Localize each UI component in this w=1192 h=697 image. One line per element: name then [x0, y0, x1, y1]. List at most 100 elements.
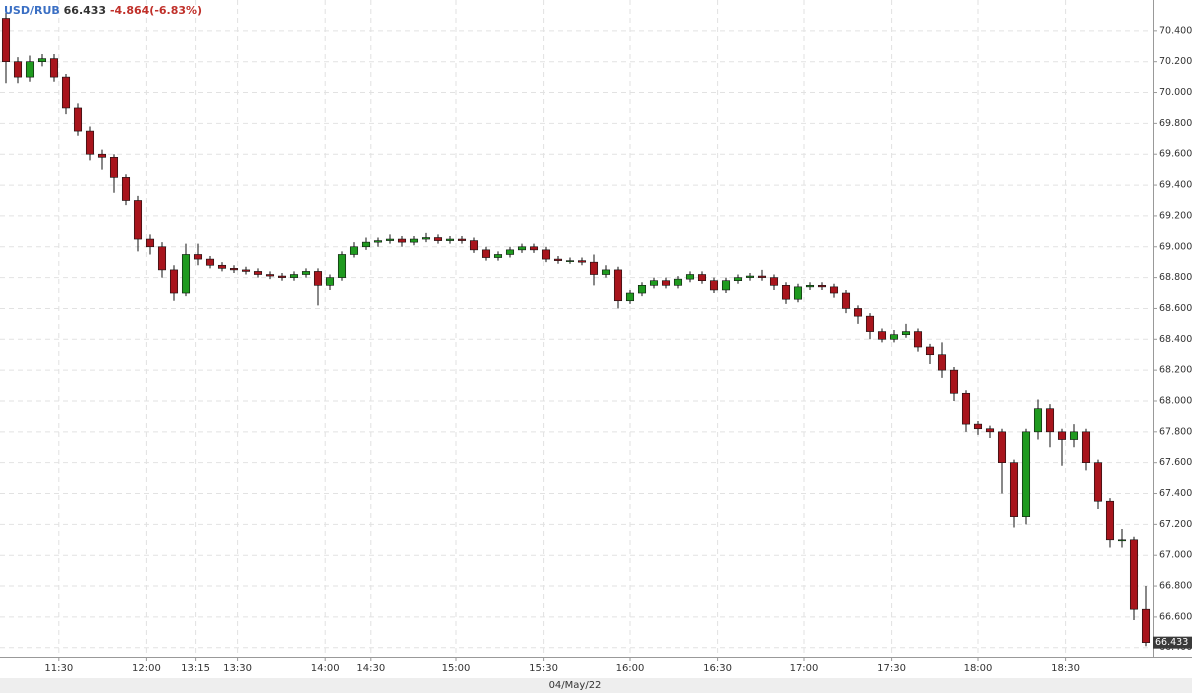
- candle-body: [217, 264, 227, 269]
- symbol: USD/RUB: [4, 4, 60, 17]
- candle-body: [469, 240, 479, 251]
- candle-body: [805, 285, 815, 288]
- candle-body: [709, 280, 719, 291]
- y-tick-label: 66.800: [1159, 581, 1192, 592]
- candle-body: [169, 269, 179, 294]
- candle-body: [1033, 408, 1043, 433]
- candle-body: [829, 286, 839, 294]
- last-price-box: [1153, 636, 1192, 649]
- candle-body: [361, 241, 371, 248]
- y-tick-label: 70.400: [1159, 25, 1192, 36]
- candle-body: [1081, 431, 1091, 463]
- y-tick-label: 67.600: [1159, 457, 1192, 468]
- candle-body: [301, 271, 311, 275]
- candle-body: [73, 107, 83, 132]
- x-tick-label: 14:00: [311, 663, 340, 674]
- candle-body: [793, 286, 803, 300]
- candle-body: [925, 346, 935, 356]
- candle-body: [769, 277, 779, 286]
- y-tick-label: 68.200: [1159, 365, 1192, 376]
- candle-body: [817, 285, 827, 288]
- last-price: 66.433: [64, 4, 106, 17]
- candle-body: [385, 238, 395, 241]
- candle-body: [265, 274, 275, 277]
- candle-body: [1129, 539, 1139, 610]
- candle-body: [889, 334, 899, 340]
- candle-body: [421, 237, 431, 240]
- candle-body: [397, 238, 407, 243]
- candle-body: [757, 275, 767, 278]
- candle-body: [109, 157, 119, 178]
- candle-body: [289, 274, 299, 278]
- y-tick-label: 67.800: [1159, 426, 1192, 437]
- candle-body: [841, 292, 851, 309]
- candle-body: [445, 238, 455, 241]
- candle-body: [1105, 500, 1115, 541]
- candle-body: [493, 254, 503, 258]
- candle-body: [97, 153, 107, 158]
- candle-body: [649, 280, 659, 286]
- candle-body: [553, 258, 563, 261]
- candle-body: [661, 280, 671, 286]
- candle-body: [853, 308, 863, 317]
- candle-body: [1117, 539, 1127, 542]
- y-tick-label: 69.200: [1159, 210, 1192, 221]
- candle-body: [589, 261, 599, 275]
- candle-body: [733, 277, 743, 281]
- x-tick-label: 16:30: [703, 663, 732, 674]
- candle-body: [1093, 462, 1103, 502]
- date-bar: [0, 678, 1192, 693]
- candle-body: [433, 237, 443, 241]
- candle-body: [49, 58, 59, 78]
- change: -4.864(-6.83%): [110, 4, 202, 17]
- x-tick-label: 16:00: [616, 663, 645, 674]
- candle-body: [973, 423, 983, 430]
- y-tick-label: 68.400: [1159, 334, 1192, 345]
- x-tick-label: 17:30: [877, 663, 906, 674]
- candle-body: [13, 61, 23, 78]
- candle-body: [745, 275, 755, 278]
- candle-body: [901, 331, 911, 335]
- candle-body: [241, 269, 251, 272]
- candle-body: [1021, 431, 1031, 517]
- y-tick-label: 67.400: [1159, 488, 1192, 499]
- candle-body: [601, 269, 611, 275]
- y-tick-label: 69.800: [1159, 118, 1192, 129]
- candle-body: [865, 315, 875, 332]
- candle-body: [913, 331, 923, 348]
- candle-body: [949, 369, 959, 394]
- candle-body: [877, 331, 887, 340]
- candle-body: [157, 246, 167, 271]
- y-tick-label: 69.000: [1159, 241, 1192, 252]
- y-tick-label: 69.400: [1159, 180, 1192, 191]
- candle-body: [337, 254, 347, 278]
- candle-body: [625, 292, 635, 302]
- candle-body: [565, 260, 575, 262]
- y-tick-label: 69.600: [1159, 149, 1192, 160]
- candle-body: [541, 249, 551, 260]
- date-label: 04/May/22: [549, 680, 602, 691]
- y-tick-label: 67.200: [1159, 519, 1192, 530]
- candle-body: [193, 254, 203, 260]
- candle-body: [85, 130, 95, 155]
- x-tick-label: 11:30: [44, 663, 73, 674]
- candle-body: [1057, 431, 1067, 440]
- candle-body: [205, 258, 215, 266]
- x-tick-label: 18:00: [964, 663, 993, 674]
- candle-body: [529, 246, 539, 251]
- x-tick-label: 13:30: [223, 663, 252, 674]
- candle-body: [937, 354, 947, 371]
- plot-area: [0, 0, 1152, 657]
- candle-body: [1, 18, 11, 62]
- candle-body: [1009, 462, 1019, 517]
- x-tick-label: 15:00: [442, 663, 471, 674]
- candle-body: [181, 254, 191, 294]
- candle-body: [313, 271, 323, 286]
- candle-body: [1069, 431, 1079, 440]
- candle-body: [685, 274, 695, 280]
- candle-body: [1045, 408, 1055, 433]
- x-tick-label: 14:30: [356, 663, 385, 674]
- candle-body: [997, 431, 1007, 463]
- candle-body: [133, 200, 143, 240]
